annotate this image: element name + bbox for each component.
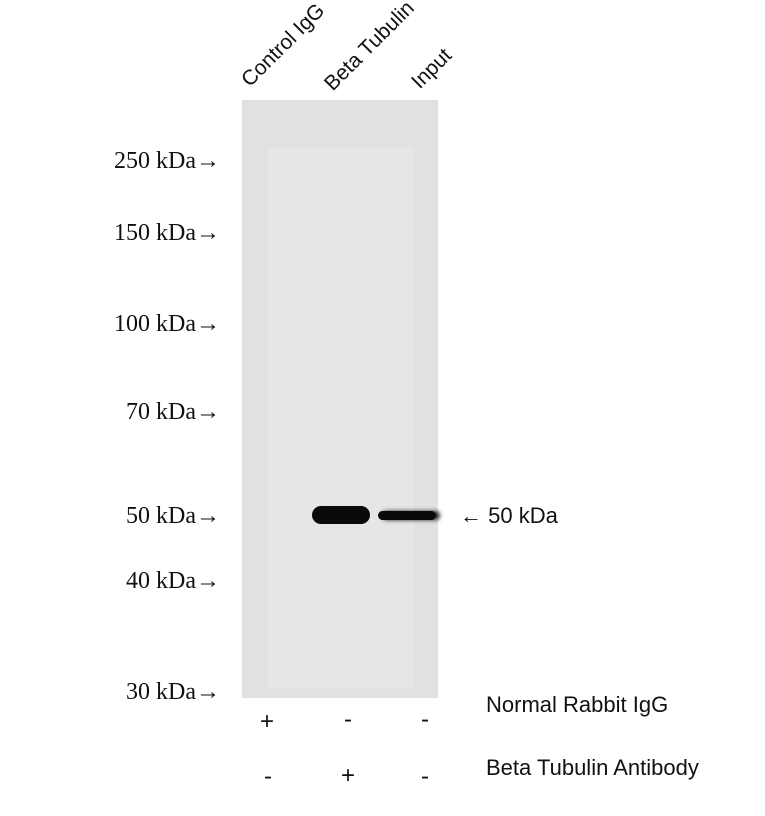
lane-label-input: Input xyxy=(407,43,457,94)
sign: - xyxy=(264,763,272,790)
marker-30: 30 kDa→ xyxy=(126,679,220,705)
marker-150: 150 kDa→ xyxy=(114,220,220,246)
sign: + xyxy=(259,708,274,735)
blot-membrane xyxy=(242,100,438,698)
condition-label-beta-tubulin-antibody: Beta Tubulin Antibody xyxy=(486,755,699,780)
band-input xyxy=(378,511,436,520)
membrane-inner xyxy=(268,148,414,688)
sign: + xyxy=(340,762,355,789)
sign: - xyxy=(421,706,429,733)
band-size-annotation: ← 50 kDa xyxy=(460,503,558,528)
band-beta-tubulin-ip xyxy=(312,506,370,524)
lane-label-control-igg: Control IgG xyxy=(237,0,330,92)
marker-50: 50 kDa→ xyxy=(126,503,220,529)
marker-70: 70 kDa→ xyxy=(126,399,220,425)
condition-label-normal-rabbit-igg: Normal Rabbit IgG xyxy=(486,692,669,717)
marker-250: 250 kDa→ xyxy=(114,148,220,174)
sign: - xyxy=(421,763,429,790)
sign: - xyxy=(344,706,352,733)
lane-label-beta-tubulin: Beta Tubulin xyxy=(320,0,419,96)
marker-40: 40 kDa→ xyxy=(126,568,220,594)
marker-100: 100 kDa→ xyxy=(114,311,220,337)
